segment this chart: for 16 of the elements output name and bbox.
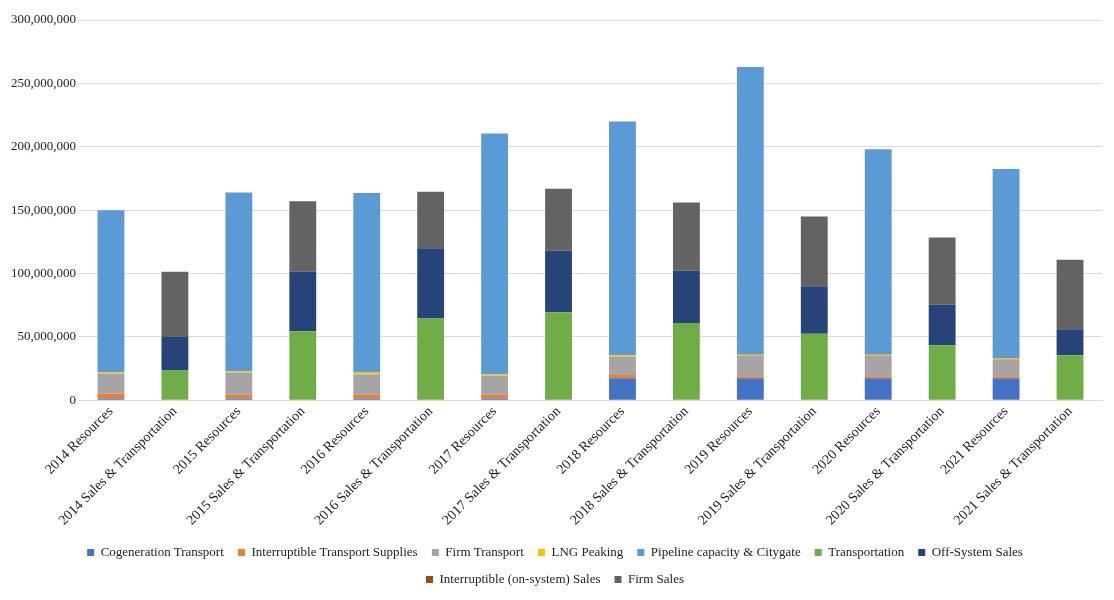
legend-label: Interruptible Transport Supplies bbox=[251, 543, 418, 559]
legend-label: Firm Transport bbox=[445, 543, 525, 559]
legend-label: Firm Sales bbox=[628, 570, 684, 586]
legend-label: Pipeline capacity & Citygate bbox=[650, 543, 801, 559]
y-tick-label: 250,000,000 bbox=[11, 74, 76, 90]
y-tick-label: 300,000,000 bbox=[11, 11, 76, 27]
y-tick-label: 200,000,000 bbox=[11, 138, 76, 154]
legend-label: LNG Peaking bbox=[551, 543, 624, 559]
y-tick-label: 0 bbox=[69, 391, 76, 407]
legend-label: Cogeneration Transport bbox=[100, 543, 225, 559]
y-tick-label: 100,000,000 bbox=[11, 265, 76, 280]
y-tick-label: 150,000,000 bbox=[11, 201, 76, 217]
legend-label: Interruptible (on-system) Sales bbox=[439, 570, 601, 586]
y-tick-label: 50,000,000 bbox=[17, 328, 76, 344]
legend-label: Transportation bbox=[828, 543, 905, 559]
legend-label: Off-System Sales bbox=[931, 543, 1023, 559]
